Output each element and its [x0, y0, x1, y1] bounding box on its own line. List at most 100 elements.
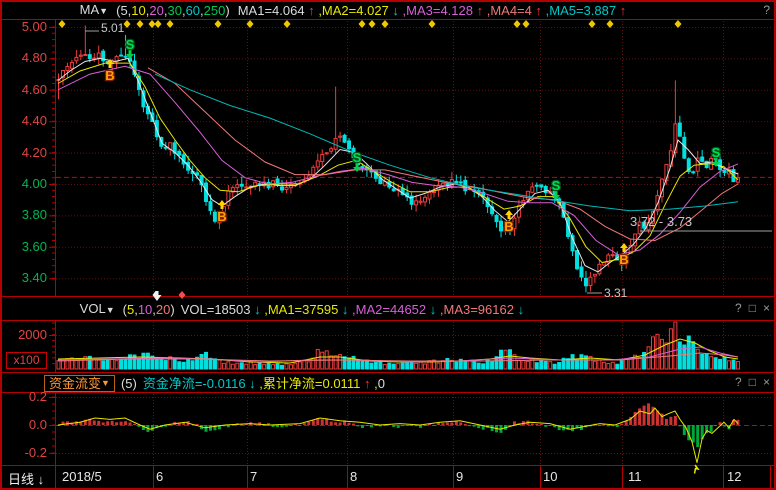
event-diamond-icon — [513, 20, 521, 28]
trend-up-arrow: ↑ — [472, 3, 487, 18]
event-diamond-icon — [214, 20, 222, 28]
scroll-arrow-icon[interactable] — [152, 291, 162, 301]
price-tick-label: 4.60 — [21, 81, 47, 97]
sell-signal-label: S — [712, 145, 721, 160]
help-icon[interactable]: ? — [735, 301, 742, 315]
price-annotation: 3.31 — [604, 286, 628, 300]
month-label: 2018/5 — [62, 469, 102, 484]
header-segment: ) — [170, 302, 175, 317]
flow-tick-label: 0.0 — [28, 417, 47, 432]
indicator-value: ,MA5=3.887 — [545, 3, 617, 18]
event-diamond-icon — [358, 20, 366, 28]
trend-down-arrow: ↓ — [338, 302, 353, 317]
price-tick-label: 3.80 — [21, 207, 47, 223]
volume-tick-label: 2000 — [18, 327, 47, 342]
flow-tick-label: 0.2 — [28, 389, 47, 404]
indicator-value: ,MA3=96162 — [439, 302, 514, 317]
indicator-value: ,MA2=4.027 — [318, 3, 389, 18]
main-panel-icons: ? — [763, 3, 770, 17]
indicator-value: VOL=18503 — [180, 302, 251, 317]
chevron-down-icon: ▼ — [99, 6, 109, 16]
event-diamond-icon — [522, 20, 530, 28]
buy-signal-label: B — [619, 252, 628, 267]
header-segment: 20 — [149, 3, 164, 18]
month-label: 9 — [456, 469, 464, 484]
flow-event-marker-icon — [693, 464, 700, 474]
time-axis-bar: 日线 ↓ 2018/5 6 7 8 9 10 11 12 — [0, 466, 776, 488]
price-annotation: 3.72 - 3.73 — [630, 214, 692, 229]
trend-up-arrow: ↑ — [531, 3, 546, 18]
volume-indicator-header: VOL▼ (5,10,20) VOL=18503 ↓ ,MA1=37595 ↓ … — [58, 300, 528, 319]
indicator-value: MA1=4.064 — [237, 3, 305, 18]
month-label: 11 — [628, 469, 642, 484]
volume-dropdown[interactable]: VOL▼ — [58, 283, 115, 336]
indicator-value: ,MA1=37595 — [264, 302, 339, 317]
event-diamond-icon — [588, 20, 596, 28]
event-diamond-icon — [428, 20, 436, 28]
trend-down-arrow: ↓ — [250, 302, 265, 317]
flow-indicator-dropdown[interactable]: 资金流变 ▼ — [44, 374, 115, 392]
trend-up-arrow: ↑ — [360, 375, 375, 391]
sell-arrow-icon — [712, 158, 720, 167]
event-diamond-icon — [136, 20, 144, 28]
header-segment: , — [181, 3, 186, 18]
sell-signal-label: S — [552, 178, 561, 193]
event-diamond-icon — [381, 20, 389, 28]
header-segment: 10 — [131, 3, 146, 18]
price-tick-label: 4.80 — [21, 50, 47, 66]
header-segment: , — [163, 3, 168, 18]
event-diamond-icon — [154, 20, 162, 28]
price-tick-label: 5.00 — [21, 19, 47, 34]
moving-average-lines — [57, 57, 739, 273]
trend-down-arrow: ↓ — [245, 375, 260, 391]
ma-params: (5,10,20,30,60,250) — [116, 2, 230, 19]
header-segment: , — [127, 3, 132, 18]
event-diamond-icon — [246, 20, 254, 28]
event-diamond-icon — [166, 20, 174, 28]
vol-params: (5,10,20) — [123, 301, 175, 318]
help-icon[interactable]: ? — [763, 3, 770, 17]
header-segment: , — [134, 302, 138, 317]
chevron-down-icon: ▼ — [105, 305, 115, 315]
volume-unit-box: x100 — [6, 352, 47, 369]
main-chart-area[interactable] — [56, 21, 772, 295]
indicator-value: ,MA4=4 — [486, 3, 532, 18]
maximize-icon[interactable]: □ — [748, 375, 756, 389]
event-diamond-icon — [123, 20, 131, 28]
chevron-down-icon: ▼ — [101, 377, 110, 388]
indicator-dropdown[interactable]: MA▼ — [58, 0, 108, 37]
chart-hotspots — [56, 21, 772, 464]
indicator-label: MA — [79, 2, 100, 17]
indicator-value: ,MA3=4.128 — [402, 3, 473, 18]
maximize-icon[interactable]: □ — [748, 301, 756, 315]
header-segment: ( — [116, 3, 121, 18]
volume-panel-icons: ? □ × — [735, 301, 770, 315]
month-label: 12 — [727, 469, 742, 484]
month-label: 7 — [250, 469, 258, 484]
close-icon[interactable]: × — [762, 301, 770, 315]
buy-signal-label: B — [217, 209, 226, 224]
buy-signal-label: B — [504, 219, 513, 234]
event-diamond-icon — [283, 20, 291, 28]
trend-up-arrow: ↑ — [616, 3, 630, 18]
vol-values: VOL=18503 ↓ ,MA1=37595 ↓ ,MA2=44652 ↓ ,M… — [181, 301, 528, 318]
header-segment: , — [200, 3, 204, 18]
help-icon[interactable]: ? — [735, 375, 742, 389]
header-segment: ) — [225, 3, 230, 18]
flow-chart-area[interactable] — [56, 394, 772, 464]
header-segment: 5 — [120, 3, 128, 18]
cumulative-flow-line — [57, 407, 739, 463]
buy-arrow-icon — [505, 210, 513, 219]
event-diamond-icon — [368, 20, 376, 28]
sell-arrow-icon — [552, 191, 560, 200]
flow-param: (5) — [120, 375, 137, 391]
volume-chart-area[interactable] — [56, 322, 772, 370]
price-tick-label: 4.40 — [21, 113, 47, 129]
event-diamond-markers — [58, 20, 700, 474]
period-selector[interactable]: 日线 ↓ — [8, 469, 44, 488]
event-diamond-icon — [148, 20, 156, 28]
buy-arrow-icon — [620, 243, 628, 252]
close-icon[interactable]: × — [762, 375, 770, 389]
event-diamond-icon — [58, 20, 66, 28]
